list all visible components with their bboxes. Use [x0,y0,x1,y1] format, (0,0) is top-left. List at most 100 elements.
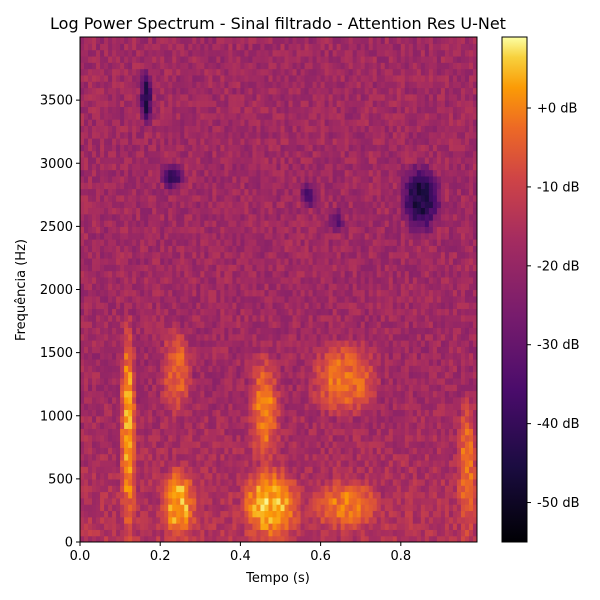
heatmap-cell [180,55,185,63]
heatmap-cell [164,358,169,366]
heatmap-cell [232,150,237,158]
heatmap-cell [304,119,310,126]
heatmap-cell [316,119,322,126]
heatmap-cell [296,340,302,347]
heatmap-cell [116,74,121,82]
heatmap-cell [160,74,165,82]
heatmap-cell [164,144,169,152]
heatmap-cell [288,340,294,347]
heatmap-cell [216,251,221,259]
heatmap-cell [120,156,125,164]
heatmap-cell [284,175,290,183]
heatmap-cell [156,377,161,385]
heatmap-cell [228,459,233,467]
heatmap-cell [116,68,121,76]
heatmap-cell [140,81,145,89]
heatmap-cell [188,478,193,486]
heatmap-cell [296,245,302,253]
heatmap-cell [196,352,201,360]
heatmap-cell [160,37,165,44]
heatmap-cell [300,87,306,95]
heatmap-cell [140,535,145,542]
heatmap-cell [180,459,185,467]
heatmap-cell [192,74,197,82]
heatmap-cell [128,346,133,354]
heatmap-cell [168,239,173,246]
heatmap-cell [104,81,109,89]
heatmap-cell [168,194,173,202]
heatmap-cell [260,529,266,537]
heatmap-cell [160,207,165,215]
heatmap-cell [248,333,254,341]
heatmap-cell [192,478,197,486]
heatmap-cell [268,472,274,480]
heatmap-cell [124,516,129,524]
heatmap-cell [136,478,141,486]
heatmap-cell [324,276,330,284]
heatmap-cell [144,276,149,284]
heatmap-cell [116,182,121,190]
heatmap-cell [124,74,129,82]
heatmap-cell [176,62,181,70]
heatmap-cell [200,156,205,164]
heatmap-cell [172,289,177,297]
heatmap-cell [224,510,229,518]
heatmap-cell [244,428,250,436]
heatmap-cell [216,523,221,530]
heatmap-cell [136,232,141,240]
heatmap-cell [80,144,85,152]
heatmap-cell [156,156,161,164]
heatmap-cell [284,251,290,259]
heatmap-cell [244,188,250,196]
heatmap-cell [208,188,213,196]
heatmap-cell [288,390,294,398]
heatmap-cell [156,302,161,310]
heatmap-cell [164,87,169,95]
heatmap-cell [172,239,177,246]
heatmap-cell [280,106,286,114]
heatmap-cell [100,428,105,436]
heatmap-cell [268,150,274,158]
heatmap-cell [220,403,225,411]
heatmap-cell [112,150,117,158]
heatmap-cell [208,390,213,398]
heatmap-cell [244,257,250,265]
heatmap-cell [228,194,233,202]
heatmap-cell [228,302,233,310]
heatmap-cell [308,308,314,316]
heatmap-cell [240,138,246,145]
heatmap-cell [200,93,205,101]
heatmap-cell [324,504,330,512]
heatmap-cell [192,321,197,328]
heatmap-cell [80,447,85,455]
heatmap-cell [100,472,105,480]
heatmap-cell [308,226,314,234]
heatmap-cell [208,466,213,474]
heatmap-cell [100,485,105,493]
heatmap-cell [128,150,133,158]
heatmap-cell [144,377,149,385]
heatmap-cell [116,390,121,398]
heatmap-cell [184,93,189,101]
heatmap-cell [204,478,209,486]
heatmap-cell [220,478,225,486]
heatmap-cell [228,68,233,76]
heatmap-cell [212,529,217,537]
heatmap-cell [216,333,221,341]
heatmap-cell [268,81,274,89]
heatmap-cell [92,201,97,209]
heatmap-cell [280,283,286,291]
heatmap-cell [208,510,213,518]
heatmap-cell [84,441,89,448]
heatmap-cell [116,175,121,183]
heatmap-cell [124,144,129,152]
heatmap-cell [128,283,133,291]
heatmap-cell [180,523,185,530]
heatmap-cell [176,308,181,316]
heatmap-cell [244,239,250,246]
heatmap-cell [144,68,149,76]
heatmap-cell [236,523,241,530]
heatmap-cell [300,220,306,227]
heatmap-cell [176,466,181,474]
heatmap-cell [288,55,294,63]
